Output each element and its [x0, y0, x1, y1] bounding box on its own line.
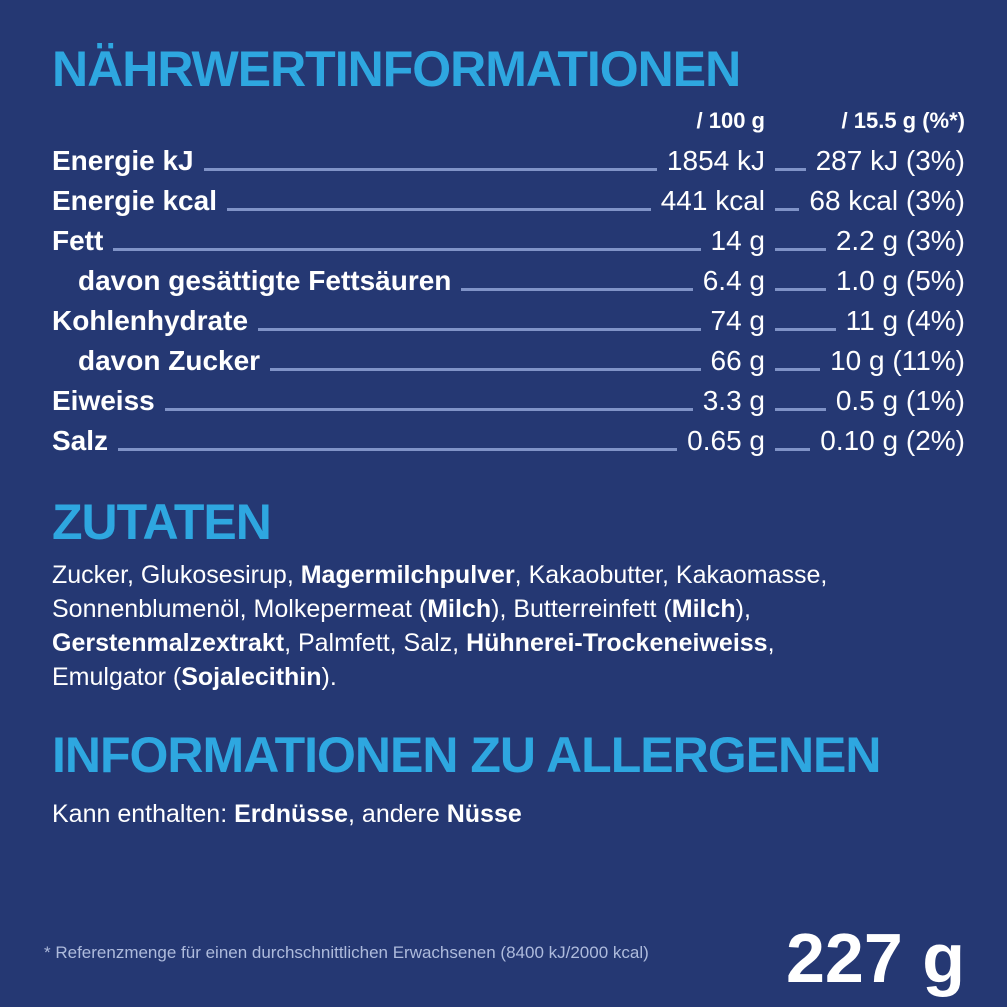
leader-line — [258, 328, 701, 331]
nutrient-label: Energie kJ — [52, 145, 194, 176]
allergens-text: Kann enthalten: Erdnüsse, andere Nüsse — [52, 797, 965, 831]
nutrition-row: Salz 0.65 g 0.10 g (2%) — [52, 419, 965, 459]
leader-line — [775, 168, 806, 171]
nutrition-row: Energie kJ 1854 kJ 287 kJ (3%) — [52, 139, 965, 179]
per-100g-value: 0.65 g — [687, 425, 765, 456]
per-portion-value: 2.2 g (3%) — [835, 225, 965, 256]
per-portion-value: 0.5 g (1%) — [835, 385, 965, 416]
nutrient-label: davon gesättigte Fettsäuren — [78, 265, 452, 296]
text-segment: Zucker, Glukosesirup, — [52, 561, 301, 589]
column-header-per-portion: / 15.5 g (%*) — [841, 108, 965, 133]
per-100g-value: 74 g — [710, 305, 766, 336]
nutrient-label: Fett — [52, 225, 104, 256]
highlighted-term: Hühnerei-Trockeneiweiss — [466, 629, 768, 657]
per-portion-value: 1.0 g (5%) — [835, 265, 965, 296]
portion-column: 2.2 g (3%) — [765, 223, 965, 259]
nutrition-row: Fett 14 g 2.2 g (3%) — [52, 219, 965, 259]
text-segment: Kann enthalten: — [52, 800, 235, 828]
portion-column: 0.10 g (2%) — [765, 423, 965, 459]
per-portion-value: 68 kcal (3%) — [809, 185, 965, 216]
nutrient-label: Kohlenhydrate — [52, 305, 249, 336]
leader-line — [775, 408, 826, 411]
leader-line — [270, 368, 701, 371]
per-100g-value: 1854 kJ — [666, 145, 765, 176]
leader-line — [775, 208, 800, 211]
leader-line — [775, 288, 826, 291]
per-100g-value: 6.4 g — [702, 265, 765, 296]
text-segment: , Emulgator ( — [52, 629, 775, 691]
per-100g-value: 3.3 g — [702, 385, 765, 416]
leader-line — [775, 448, 811, 451]
per-100g-value: 14 g — [710, 225, 766, 256]
per-100g-value: 66 g — [710, 345, 766, 376]
text-segment: , Palmfett, Salz, — [284, 629, 467, 657]
per-portion-value: 10 g (11%) — [830, 345, 965, 376]
nutrition-row: Energie kcal 441 kcal 68 kcal (3%) — [52, 179, 965, 219]
highlighted-term: Nüsse — [446, 800, 522, 828]
reference-footnote: * Referenzmenge für einen durchschnittli… — [44, 943, 649, 962]
nutrient-label: Eiweiss — [52, 385, 155, 416]
text-segment: , andere — [348, 800, 447, 828]
portion-column: 11 g (4%) — [765, 303, 965, 339]
leader-line — [118, 448, 678, 451]
text-segment: , Kakaobutter, Kakaomasse, Sonnenblumenö… — [52, 561, 828, 623]
nutrition-table: Energie kJ 1854 kJ 287 kJ (3%) Energie k… — [52, 139, 965, 459]
portion-column: 0.5 g (1%) — [765, 383, 965, 419]
nutrient-label: davon Zucker — [78, 345, 261, 376]
nutrition-row: Kohlenhydrate 74 g 11 g (4%) — [52, 299, 965, 339]
ingredients-text: Zucker, Glukosesirup, Magermilchpulver, … — [52, 558, 862, 694]
header-spacer — [52, 107, 697, 135]
highlighted-term: Milch — [427, 595, 492, 623]
ingredients-section-title: ZUTATEN — [52, 494, 272, 550]
per-100g-value: 441 kcal — [660, 185, 765, 216]
leader-line — [226, 208, 651, 211]
leader-line — [775, 248, 826, 251]
leader-line — [461, 288, 693, 291]
nutrient-label: Salz — [52, 425, 109, 456]
text-segment: ). — [321, 663, 337, 691]
per-portion-value: 0.10 g (2%) — [820, 425, 965, 456]
footer: * Referenzmenge für einen durchschnittli… — [44, 919, 965, 997]
leader-line — [775, 328, 836, 331]
portion-column: 10 g (11%) — [765, 343, 965, 379]
nutrition-row: davon gesättigte Fettsäuren 6.4 g 1.0 g … — [52, 259, 965, 299]
portion-column: 1.0 g (5%) — [765, 263, 965, 299]
highlighted-term: Erdnüsse — [234, 800, 349, 828]
highlighted-term: Milch — [671, 595, 736, 623]
text-segment: ), Butterreinfett ( — [491, 595, 672, 623]
allergens-section-title: INFORMATIONEN ZU ALLERGENEN — [52, 727, 882, 783]
highlighted-term: Sojalecithin — [181, 663, 322, 691]
portion-column: 287 kJ (3%) — [765, 143, 965, 179]
nutrition-row: Eiweiss 3.3 g 0.5 g (1%) — [52, 379, 965, 419]
portion-column: 68 kcal (3%) — [765, 183, 965, 219]
net-weight: 227 g — [786, 919, 965, 997]
highlighted-term: Magermilchpulver — [300, 561, 515, 589]
per-portion-value: 287 kJ (3%) — [815, 145, 965, 176]
leader-line — [113, 248, 701, 251]
text-segment: ), — [735, 595, 751, 623]
leader-line — [164, 408, 693, 411]
leader-line — [775, 368, 821, 371]
leader-line — [203, 168, 657, 171]
column-header-per-100g: / 100 g — [696, 108, 765, 133]
highlighted-term: Gerstenmalzextrakt — [52, 629, 285, 657]
nutrition-section-title: NÄHRWERTINFORMATIONEN — [52, 41, 741, 97]
nutrient-label: Energie kcal — [52, 185, 217, 216]
column-header-row: / 100 g / 15.5 g (%*) — [52, 107, 965, 135]
per-portion-value: 11 g (4%) — [845, 305, 965, 336]
nutrition-row: davon Zucker 66 g 10 g (11%) — [52, 339, 965, 379]
